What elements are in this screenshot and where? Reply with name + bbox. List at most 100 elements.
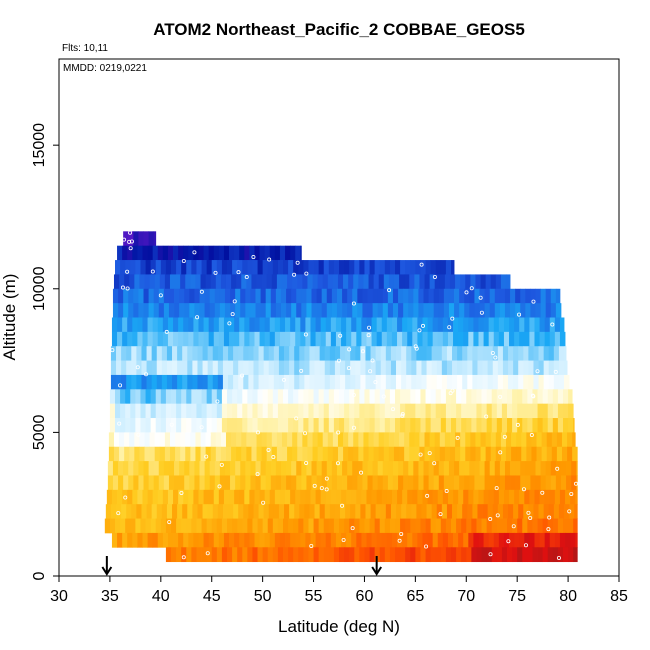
sample-point <box>244 275 249 280</box>
heatmap-cell <box>241 432 247 448</box>
heatmap-cell <box>537 518 544 534</box>
heatmap-cell <box>180 446 186 462</box>
heatmap-cell <box>275 303 282 318</box>
sample-point <box>122 237 127 242</box>
heatmap-cell <box>160 403 167 419</box>
heatmap-cell <box>205 446 212 462</box>
heatmap-cell <box>461 389 467 405</box>
heatmap-cell <box>543 374 550 390</box>
heatmap-cell <box>433 461 440 476</box>
heatmap-cell <box>169 274 176 290</box>
heatmap-cell <box>216 547 223 563</box>
heatmap-cell <box>535 475 541 491</box>
heatmap-cell <box>131 346 137 361</box>
heatmap-cell <box>213 532 220 548</box>
heatmap-cell <box>493 532 500 548</box>
heatmap-cell <box>177 374 183 390</box>
heatmap-cell <box>354 418 360 433</box>
heatmap-cell <box>254 317 260 333</box>
sample-point <box>299 368 304 373</box>
heatmap-cell <box>461 403 467 419</box>
heatmap-cell <box>372 461 379 476</box>
heatmap-cell <box>111 331 118 347</box>
heatmap-cell <box>555 303 562 318</box>
heatmap-cell <box>462 374 468 390</box>
heatmap-cell <box>127 317 133 333</box>
heatmap-cell <box>384 547 391 563</box>
heatmap-cell <box>379 403 386 419</box>
heatmap-cell <box>300 317 306 333</box>
heatmap-cell <box>239 532 245 548</box>
heatmap-cell <box>408 288 414 304</box>
heatmap-cell <box>543 360 550 376</box>
heatmap-cell <box>433 475 440 491</box>
heatmap-cell <box>291 461 297 476</box>
heatmap-cell <box>142 331 148 347</box>
heatmap-cell <box>524 532 530 548</box>
heatmap-cell <box>369 547 376 563</box>
heatmap-cell <box>308 418 314 433</box>
heatmap-cell <box>204 288 211 304</box>
heatmap-cell <box>384 389 391 405</box>
heatmap-cell <box>442 331 449 347</box>
heatmap-cell <box>436 504 443 519</box>
heatmap-cell <box>329 346 336 361</box>
heatmap-cell <box>276 446 283 462</box>
heatmap-cell <box>244 331 250 347</box>
heatmap-cell <box>241 274 247 290</box>
heatmap-cell <box>208 245 215 261</box>
heatmap-cell <box>207 346 214 361</box>
heatmap-cell <box>421 374 427 390</box>
heatmap-cell <box>304 504 310 519</box>
heatmap-cell <box>296 461 302 476</box>
heatmap-cell <box>486 418 493 433</box>
heatmap-cell <box>138 475 144 491</box>
heatmap-cell <box>267 418 274 433</box>
heatmap-cell <box>564 504 570 519</box>
heatmap-cell <box>462 504 468 519</box>
heatmap-cell <box>293 403 299 419</box>
heatmap-cell <box>459 461 465 476</box>
heatmap-cell <box>518 504 524 519</box>
heatmap-cell <box>242 547 248 563</box>
heatmap-cell <box>344 389 350 405</box>
sample-point <box>312 483 317 488</box>
heatmap-cell <box>370 504 377 519</box>
heatmap-cell <box>323 389 330 405</box>
heatmap-cell <box>123 461 129 476</box>
sample-point <box>347 347 352 352</box>
heatmap-cell <box>176 403 182 419</box>
sample-points <box>110 230 579 561</box>
heatmap-cell <box>211 260 218 275</box>
heatmap-cell <box>229 489 235 505</box>
heatmap-cell <box>184 461 190 476</box>
heatmap-cell <box>133 288 139 304</box>
heatmap-cell <box>144 446 151 462</box>
heatmap-cell <box>574 504 578 519</box>
heatmap-cell <box>185 446 191 462</box>
heatmap-cell <box>135 389 141 405</box>
heatmap-cell <box>285 532 291 548</box>
heatmap-cell <box>217 346 224 361</box>
heatmap-cell <box>206 418 213 433</box>
heatmap-cell <box>513 504 519 519</box>
heatmap-cell <box>415 518 421 534</box>
heatmap-cell <box>366 331 372 347</box>
heatmap-cell <box>203 532 210 548</box>
heatmap-cell <box>161 346 168 361</box>
heatmap-cell <box>118 303 124 318</box>
heatmap-cell <box>553 504 560 519</box>
heatmap-cell <box>509 532 515 548</box>
heatmap-cell <box>211 389 218 405</box>
heatmap-cell <box>127 245 133 261</box>
heatmap-cell <box>110 504 117 519</box>
sample-point <box>351 392 356 397</box>
heatmap-cell <box>267 260 274 275</box>
heatmap-cell <box>300 489 306 505</box>
heatmap-cell <box>110 346 117 361</box>
heatmap-cell <box>364 518 370 534</box>
heatmap-cell <box>353 432 359 448</box>
heatmap-cell <box>471 403 477 419</box>
heatmap-cell <box>537 418 544 433</box>
heatmap-cell <box>539 532 546 548</box>
